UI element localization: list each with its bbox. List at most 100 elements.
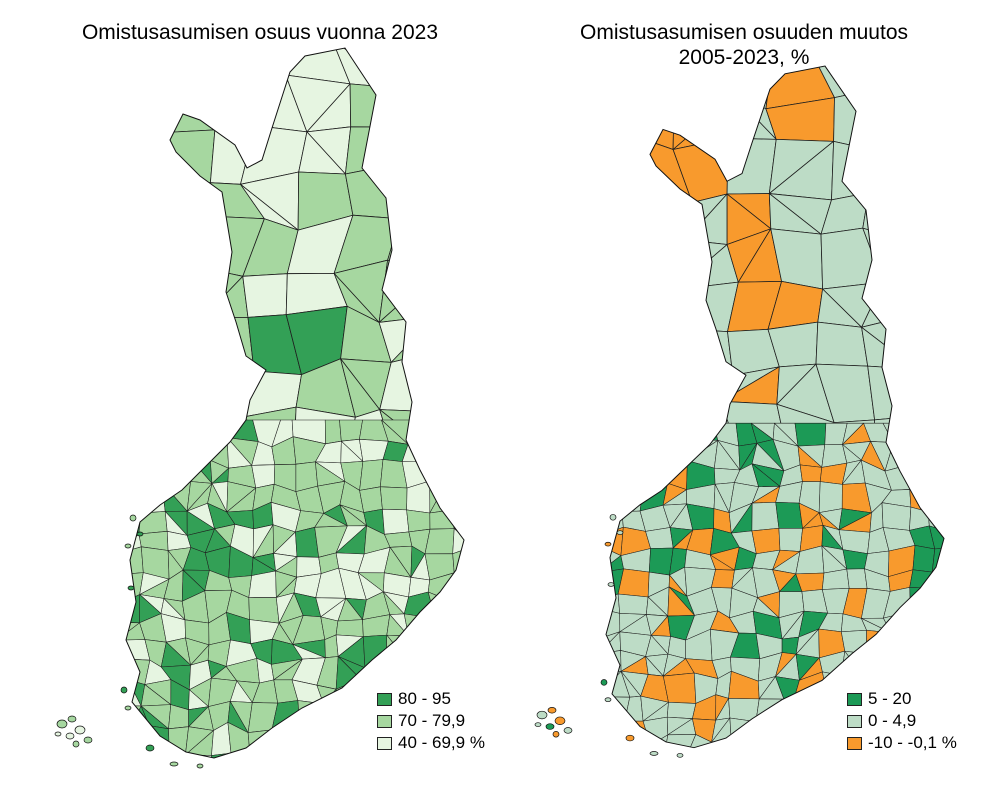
municipality-region	[447, 618, 464, 646]
municipality-region	[781, 636, 799, 655]
municipality-region	[159, 129, 216, 184]
municipality-region	[435, 419, 451, 448]
legend-item: -10 - -0,1 %	[847, 732, 957, 754]
municipality-region	[126, 725, 150, 750]
municipality-region	[336, 746, 370, 758]
municipality-region	[648, 547, 674, 576]
map-fill	[100, 48, 464, 758]
municipality-region	[679, 329, 734, 376]
municipality-region	[909, 461, 936, 491]
municipality-region	[617, 593, 649, 615]
island	[545, 723, 555, 730]
municipality-region	[126, 702, 128, 735]
legend-label: 0 - 4,9	[868, 711, 917, 730]
legend-swatch	[847, 692, 862, 706]
municipality-region	[866, 630, 892, 659]
municipality-region	[143, 725, 170, 756]
municipality-region	[387, 87, 437, 128]
legend-swatch	[377, 692, 392, 706]
municipality-region	[138, 419, 168, 437]
municipality-region	[932, 461, 944, 493]
municipality-region	[204, 48, 261, 86]
municipality-region	[929, 525, 944, 550]
municipality-region	[184, 419, 211, 445]
municipality-region	[751, 527, 781, 555]
municipality-region	[159, 317, 204, 365]
municipality-region	[751, 736, 782, 748]
municipality-region	[617, 568, 650, 598]
island	[72, 740, 80, 748]
municipality-region	[580, 608, 599, 639]
municipality-region	[448, 751, 464, 758]
municipality-region	[126, 419, 140, 444]
municipality-region	[401, 444, 436, 463]
municipality-region	[138, 419, 168, 438]
municipality-region	[624, 442, 650, 468]
municipality-region	[822, 671, 843, 696]
municipality-region	[387, 218, 437, 273]
municipality-region	[935, 422, 944, 448]
municipality-region	[446, 459, 464, 487]
municipality-region	[927, 489, 944, 512]
municipality-region	[606, 571, 608, 598]
legend-label: -10 - -0,1 %	[868, 733, 957, 752]
municipality-region	[799, 464, 823, 482]
municipality-region	[775, 501, 803, 529]
municipality-region	[833, 92, 869, 150]
municipality-region	[666, 702, 697, 719]
municipality-region	[934, 652, 944, 679]
municipality-region	[639, 276, 696, 331]
municipality-region	[324, 419, 342, 445]
municipality-region	[580, 532, 605, 554]
municipality-region	[868, 192, 917, 245]
municipality-region	[317, 703, 347, 730]
municipality-region	[846, 568, 868, 589]
municipality-region	[182, 754, 212, 758]
municipality-region	[425, 447, 454, 463]
municipality-region	[805, 718, 826, 743]
municipality-region	[249, 746, 273, 758]
island	[56, 719, 68, 729]
island	[196, 763, 204, 769]
municipality-region	[906, 611, 938, 633]
municipality-region	[382, 508, 410, 535]
municipality-region	[446, 419, 464, 448]
municipality-region	[778, 527, 803, 552]
municipality-region	[100, 554, 118, 578]
municipality-region	[126, 574, 128, 601]
municipality-region	[606, 650, 622, 675]
municipality-region	[884, 650, 915, 682]
municipality-region	[242, 273, 288, 318]
municipality-region	[385, 660, 408, 685]
municipality-region	[929, 610, 944, 636]
municipality-region	[359, 459, 384, 491]
municipality-region	[771, 714, 807, 743]
municipality-region	[904, 422, 938, 450]
municipality-region	[202, 316, 255, 372]
municipality-region	[294, 750, 319, 758]
map-title-line: 2005-2023, %	[678, 46, 810, 69]
municipality-region	[424, 528, 455, 555]
municipality-region	[914, 650, 934, 678]
municipality-region	[644, 445, 674, 465]
municipality-region	[663, 734, 697, 748]
municipality-region	[247, 702, 278, 733]
municipality-region	[914, 660, 936, 679]
municipality-region	[755, 698, 785, 722]
municipality-region	[317, 722, 346, 748]
legend-swatch	[847, 714, 862, 728]
legend-swatch	[377, 736, 392, 750]
municipality-region	[841, 630, 867, 655]
ownership-change-2005-2023-map	[534, 65, 945, 758]
municipality-region	[639, 405, 677, 457]
municipality-region	[606, 464, 625, 484]
municipality-region	[643, 459, 668, 484]
municipality-region	[580, 463, 606, 486]
municipality-region	[933, 628, 944, 662]
municipality-region	[751, 501, 780, 532]
map-title-ownership-change: Omistusasumisen osuuden muutos 2005-2023…	[484, 20, 1004, 70]
municipality-region	[100, 511, 121, 526]
municipality-region	[862, 192, 917, 245]
